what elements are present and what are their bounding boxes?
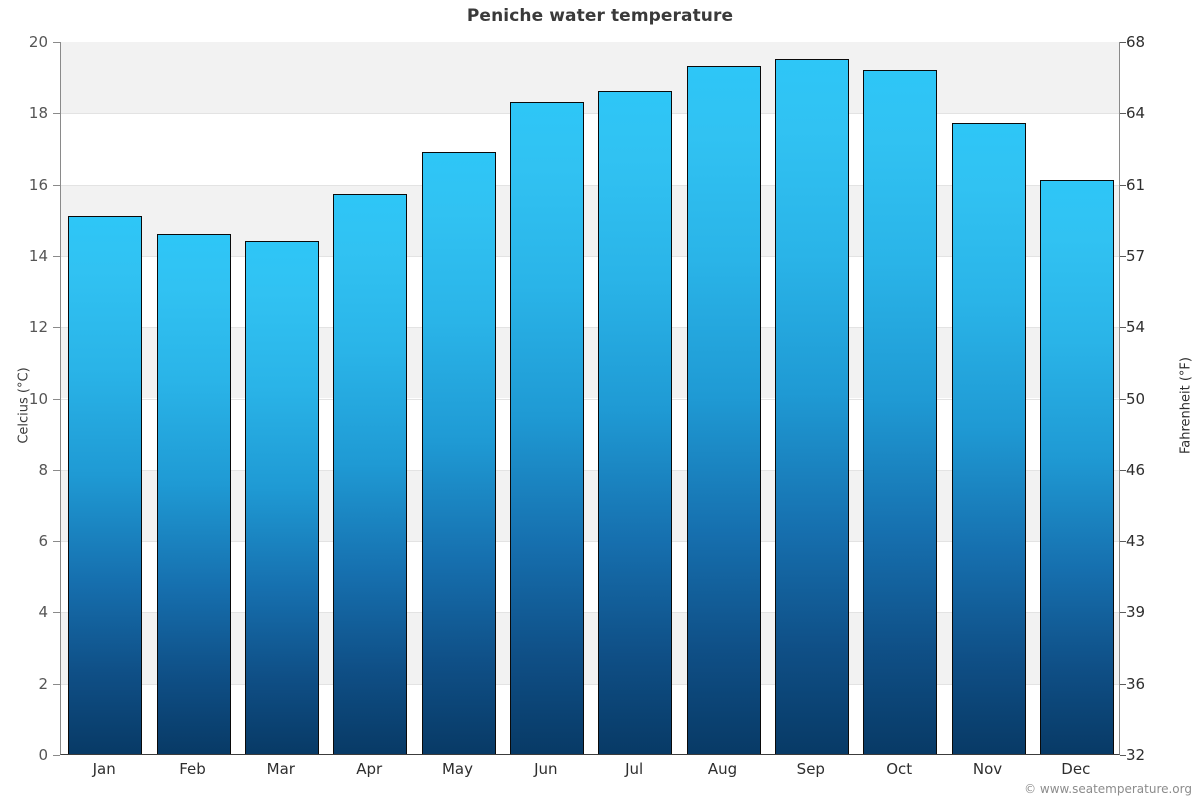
gridline [61, 541, 1119, 543]
grid-band [61, 184, 1119, 256]
bar-jul[interactable] [598, 90, 673, 754]
y-tick-label-celsius: 0 [38, 746, 48, 764]
y-tick-mark-fahrenheit [1120, 469, 1126, 471]
bar-series [61, 42, 1119, 754]
bar-jun[interactable] [509, 101, 584, 754]
x-tick-label-jun: Jun [534, 760, 558, 778]
x-tick-label-apr: Apr [356, 760, 383, 778]
x-tick-label-oct: Oct [886, 760, 913, 778]
x-tick-label-jul: Jul [625, 760, 644, 778]
bar-nov[interactable] [951, 123, 1026, 754]
y-tick-label-celsius: 16 [28, 175, 48, 194]
y-tick-mark-fahrenheit [1120, 398, 1126, 400]
x-tick-label-sep: Sep [796, 760, 825, 778]
bar-feb[interactable] [156, 233, 231, 754]
y-tick-label-celsius: 14 [28, 246, 48, 265]
y-tick-label-celsius: 2 [38, 674, 48, 693]
x-tick-label-jan: Jan [92, 760, 116, 778]
grid-band [61, 469, 1119, 542]
y-tick-label-fahrenheit: 32 [1126, 746, 1146, 764]
y-tick-label-fahrenheit: 61 [1126, 175, 1146, 194]
bar-dec[interactable] [1039, 180, 1114, 754]
gridline [61, 469, 1119, 471]
y-axis-right-title: Fahrenheit (°F) [1178, 357, 1194, 454]
y-tick-mark-fahrenheit [1120, 612, 1126, 614]
grid-band [61, 327, 1119, 399]
y-tick-mark-celsius [53, 612, 60, 614]
y-tick-mark-fahrenheit [1120, 755, 1126, 756]
y-tick-mark-fahrenheit [1120, 327, 1126, 329]
y-tick-label-celsius: 4 [38, 603, 48, 622]
x-tick-label-feb: Feb [179, 760, 206, 778]
gridline-bands [61, 42, 1119, 754]
bar-apr[interactable] [333, 194, 408, 754]
bar-aug[interactable] [686, 65, 761, 754]
y-tick-label-celsius: 6 [38, 532, 48, 551]
y-tick-label-fahrenheit: 36 [1126, 674, 1146, 693]
gridline [61, 184, 1119, 186]
bar-sep[interactable] [774, 58, 849, 754]
bar-jan[interactable] [68, 215, 143, 754]
y-tick-label-celsius: 12 [28, 318, 48, 337]
x-tick-label-aug: Aug [707, 760, 738, 778]
gridline [61, 398, 1119, 400]
x-tick-label-dec: Dec [1061, 760, 1091, 778]
y-tick-label-fahrenheit: 64 [1126, 104, 1146, 123]
y-tick-label-celsius: 8 [38, 460, 48, 479]
y-tick-mark-fahrenheit [1120, 255, 1126, 257]
y-tick-label-celsius: 18 [28, 104, 48, 123]
y-tick-mark-celsius [53, 255, 60, 257]
bar-oct[interactable] [863, 69, 938, 754]
y-tick-label-celsius: 10 [28, 389, 48, 408]
gridline [61, 113, 1119, 115]
y-tick-mark-celsius [53, 42, 60, 43]
y-tick-mark-fahrenheit [1120, 541, 1126, 543]
y-tick-label-fahrenheit: 50 [1126, 389, 1146, 408]
y-tick-mark-celsius [53, 184, 60, 186]
y-tick-mark-celsius [53, 469, 60, 471]
y-tick-mark-fahrenheit [1120, 683, 1126, 685]
y-tick-mark-celsius [53, 541, 60, 543]
x-tick-label-mar: Mar [266, 760, 295, 778]
credit-text: © www.seatemperature.org [1024, 782, 1192, 796]
y-tick-mark-celsius [53, 327, 60, 329]
x-tick-label-nov: Nov [972, 760, 1003, 778]
bar-may[interactable] [421, 151, 496, 754]
bar-mar[interactable] [244, 240, 319, 754]
grid-band [61, 42, 1119, 114]
y-tick-label-fahrenheit: 39 [1126, 603, 1146, 622]
gridline [61, 612, 1119, 614]
y-tick-label-fahrenheit: 57 [1126, 246, 1146, 265]
grid-band [61, 612, 1119, 684]
y-tick-label-fahrenheit: 54 [1126, 318, 1146, 337]
y-tick-label-celsius: 20 [28, 33, 48, 51]
y-tick-mark-celsius [53, 398, 60, 400]
y-tick-label-fahrenheit: 43 [1126, 532, 1146, 551]
y-tick-mark-fahrenheit [1120, 42, 1126, 43]
x-tick-label-may: May [441, 760, 473, 778]
chart-title: Peniche water temperature [466, 6, 734, 26]
y-axis-left-title: Celcius (°C) [16, 367, 32, 444]
y-tick-label-fahrenheit: 46 [1126, 460, 1146, 479]
y-tick-mark-celsius [53, 755, 60, 756]
gridline [61, 327, 1119, 329]
y-tick-mark-fahrenheit [1120, 113, 1126, 115]
y-tick-mark-celsius [53, 683, 60, 685]
y-tick-mark-celsius [53, 113, 60, 115]
gridline [61, 255, 1119, 257]
y-tick-label-fahrenheit: 68 [1126, 33, 1146, 51]
plot-area [60, 42, 1120, 755]
gridline [61, 683, 1119, 685]
y-tick-mark-fahrenheit [1120, 184, 1126, 186]
